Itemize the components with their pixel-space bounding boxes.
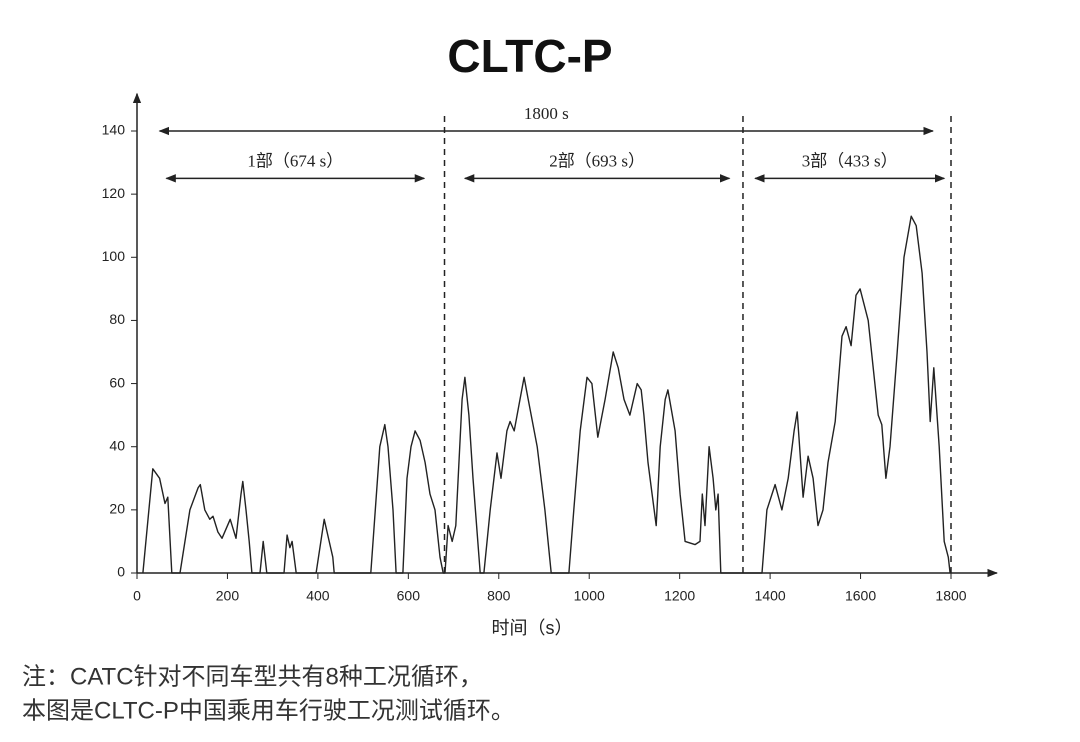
x-tick-label: 1600: [845, 588, 876, 604]
x-tick-label: 400: [306, 588, 330, 604]
y-tick-label: 140: [102, 122, 126, 138]
x-tick-label: 600: [397, 588, 421, 604]
speed-line: [142, 215, 951, 574]
note-line: 注：CATC针对不同车型共有8种工况循环，: [22, 663, 483, 690]
y-tick-label: 20: [109, 501, 125, 517]
y-tick-label: 120: [102, 185, 126, 201]
span-label: 1800 s: [524, 104, 569, 123]
x-tick-label: 1800: [935, 588, 966, 604]
y-tick-label: 60: [109, 374, 125, 390]
x-tick-label: 1400: [755, 588, 786, 604]
span-label: 2部（693 s）: [549, 151, 645, 170]
note-line: 本图是CLTC-P中国乘用车行驶工况测试循环。: [22, 697, 515, 724]
span-label: 3部（433 s）: [802, 151, 898, 170]
y-tick-label: 100: [102, 248, 126, 264]
x-tick-label: 800: [487, 588, 511, 604]
x-tick-label: 200: [216, 588, 240, 604]
chart-title: CLTC-P: [447, 30, 612, 82]
x-axis-label: 时间（s）: [492, 618, 573, 638]
span-label: 1部（674 s）: [247, 151, 343, 170]
x-tick-label: 1200: [664, 588, 695, 604]
x-tick-label: 0: [133, 588, 141, 604]
y-tick-label: 40: [109, 437, 125, 453]
y-tick-label: 0: [117, 564, 125, 580]
y-tick-label: 80: [109, 311, 125, 327]
x-tick-label: 1000: [574, 588, 605, 604]
